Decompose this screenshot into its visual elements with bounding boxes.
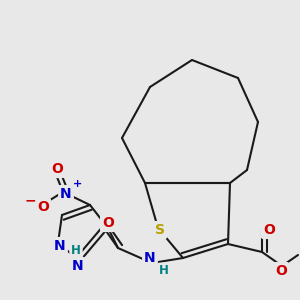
Text: O: O	[263, 223, 275, 237]
Text: O: O	[275, 264, 287, 278]
Text: O: O	[37, 200, 49, 214]
Text: O: O	[51, 162, 63, 176]
Text: −: −	[24, 193, 36, 207]
Text: H: H	[159, 265, 169, 278]
Text: O: O	[102, 216, 114, 230]
Text: N: N	[54, 239, 66, 253]
Text: +: +	[72, 179, 82, 189]
Text: N: N	[60, 187, 72, 201]
Text: N: N	[72, 259, 84, 273]
Text: S: S	[155, 223, 165, 237]
Text: H: H	[71, 244, 81, 257]
Text: N: N	[144, 251, 156, 265]
